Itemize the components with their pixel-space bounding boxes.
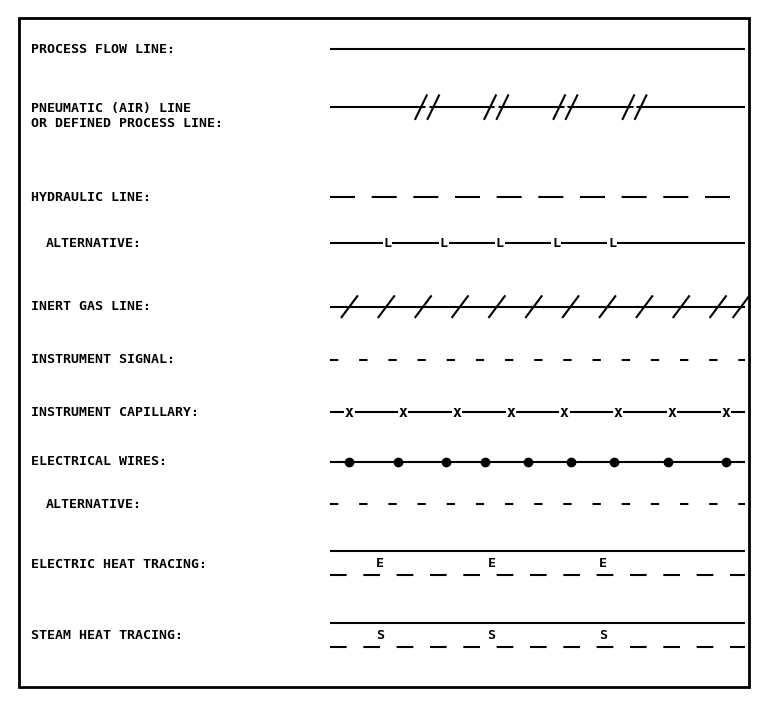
Text: S: S: [599, 629, 607, 642]
Text: x: x: [721, 405, 730, 420]
Text: ALTERNATIVE:: ALTERNATIVE:: [46, 237, 142, 250]
Text: E: E: [599, 557, 607, 570]
Text: S: S: [376, 629, 384, 642]
Text: HYDRAULIC LINE:: HYDRAULIC LINE:: [31, 191, 151, 204]
Text: L: L: [384, 237, 392, 250]
Text: PROCESS FLOW LINE:: PROCESS FLOW LINE:: [31, 43, 174, 56]
Text: ELECTRICAL WIRES:: ELECTRICAL WIRES:: [31, 455, 167, 468]
Text: x: x: [506, 405, 515, 420]
Text: L: L: [496, 237, 504, 250]
Text: INSTRUMENT SIGNAL:: INSTRUMENT SIGNAL:: [31, 353, 174, 366]
Text: x: x: [345, 405, 354, 420]
Text: L: L: [608, 237, 616, 250]
Text: S: S: [488, 629, 495, 642]
Text: STEAM HEAT TRACING:: STEAM HEAT TRACING:: [31, 630, 183, 642]
Text: x: x: [399, 405, 408, 420]
Text: L: L: [440, 237, 448, 250]
Text: x: x: [560, 405, 569, 420]
Text: INERT GAS LINE:: INERT GAS LINE:: [31, 300, 151, 313]
Text: E: E: [488, 557, 495, 570]
Text: L: L: [552, 237, 560, 250]
Text: x: x: [614, 405, 623, 420]
Text: ELECTRIC HEAT TRACING:: ELECTRIC HEAT TRACING:: [31, 558, 207, 570]
Text: ALTERNATIVE:: ALTERNATIVE:: [46, 498, 142, 510]
Text: PNEUMATIC (AIR) LINE
OR DEFINED PROCESS LINE:: PNEUMATIC (AIR) LINE OR DEFINED PROCESS …: [31, 102, 223, 130]
Text: E: E: [376, 557, 384, 570]
FancyBboxPatch shape: [19, 18, 749, 687]
Text: x: x: [452, 405, 462, 420]
Text: INSTRUMENT CAPILLARY:: INSTRUMENT CAPILLARY:: [31, 406, 199, 419]
Text: x: x: [667, 405, 677, 420]
